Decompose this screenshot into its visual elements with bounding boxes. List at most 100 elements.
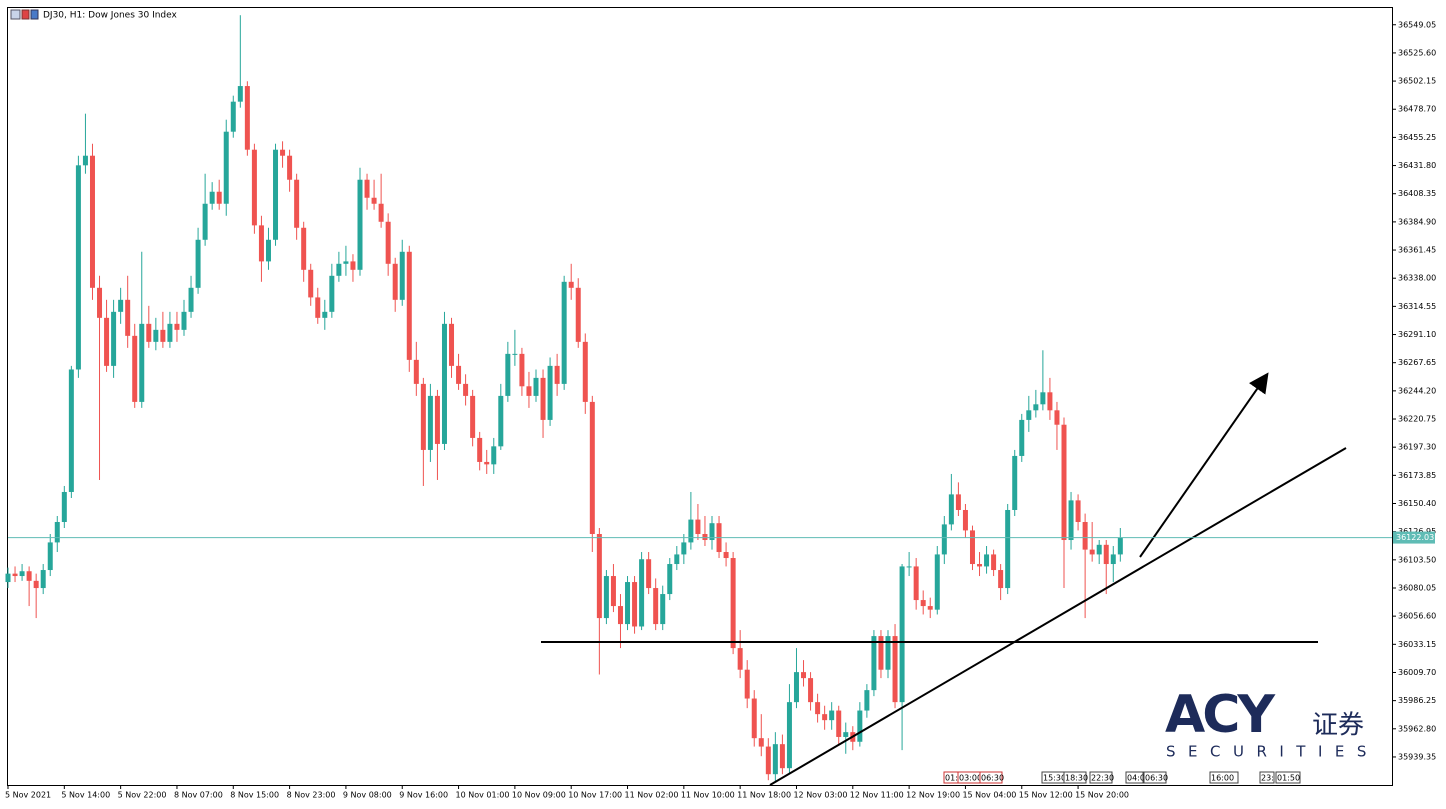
candle-body <box>470 395 476 438</box>
candle-body <box>589 401 595 535</box>
candle-body <box>505 353 511 396</box>
candle-body <box>427 395 433 450</box>
candle-body <box>54 521 60 543</box>
time-marker-box <box>1063 771 1087 784</box>
y-tick-label: 36549.05 <box>1398 20 1436 29</box>
candle-body <box>216 191 222 204</box>
candle-body <box>822 714 828 721</box>
candle-body <box>674 554 680 565</box>
x-tick-label: 12 Nov 03:00 <box>793 791 847 800</box>
candle-body <box>737 648 743 670</box>
candle-body <box>322 311 328 318</box>
y-tick-label: 36525.60 <box>1398 48 1436 57</box>
x-tick-label: 5 Nov 2021 <box>5 791 51 800</box>
candle-body <box>456 365 462 384</box>
candle-body <box>681 542 687 555</box>
candle-body <box>343 261 349 264</box>
candle-body <box>892 636 898 703</box>
candle-body <box>61 491 67 522</box>
x-tick-label: 15 Nov 04:00 <box>962 791 1016 800</box>
candle-body <box>667 564 673 595</box>
candle-body <box>561 281 567 384</box>
candle-body <box>927 606 933 610</box>
candle-body <box>878 636 884 670</box>
candle-body <box>864 690 870 711</box>
candle-body <box>357 179 363 270</box>
candle-body <box>885 636 891 670</box>
time-marker-label: 22:30 <box>1091 774 1114 783</box>
candle-body <box>5 573 11 583</box>
candle-body <box>540 377 546 420</box>
candle-body <box>118 299 124 312</box>
time-marker-box <box>1259 771 1275 784</box>
candle-body <box>26 571 32 581</box>
candle-body <box>632 582 638 627</box>
candle-body <box>1040 392 1046 405</box>
time-marker-box <box>1143 771 1167 784</box>
candle-body <box>202 203 208 240</box>
time-marker-box <box>1089 771 1113 784</box>
x-tick-label: 8 Nov 07:00 <box>174 791 223 800</box>
x-tick-label: 11 Nov 02:00 <box>625 791 679 800</box>
window-icon <box>10 9 39 20</box>
candle-body <box>793 672 799 703</box>
time-marker-box <box>979 771 1003 784</box>
logo-brand: ACY <box>1165 685 1276 745</box>
candle-body <box>420 383 426 450</box>
candle-body <box>1075 500 1081 522</box>
candle-body <box>139 323 145 402</box>
candle-body <box>280 149 286 156</box>
time-marker-label: 03:00 <box>959 774 982 783</box>
time-marker-label: 06:30 <box>981 774 1004 783</box>
candle-body <box>463 383 469 396</box>
y-tick-label: 36056.60 <box>1398 612 1436 621</box>
candle-body <box>688 519 694 543</box>
candle-body <box>962 509 968 531</box>
candle-body <box>399 251 405 300</box>
candle-body <box>392 263 398 300</box>
candle-body <box>237 86 243 102</box>
x-tick-label: 11 Nov 18:00 <box>737 791 791 800</box>
candle-body <box>934 554 940 610</box>
x-tick-label: 12 Nov 11:00 <box>850 791 904 800</box>
candle-body <box>371 197 377 204</box>
candle-body <box>899 566 905 703</box>
candle-body <box>301 227 307 270</box>
x-tick-label: 8 Nov 23:00 <box>287 791 336 800</box>
candle-body <box>441 323 447 444</box>
candle-body <box>843 732 849 737</box>
candle-body <box>702 534 708 541</box>
candle-body <box>287 155 293 180</box>
y-tick-label: 36173.85 <box>1398 471 1436 480</box>
candle-body <box>906 566 912 568</box>
last-price-box <box>1393 531 1435 544</box>
candle-body <box>1089 549 1095 555</box>
candle-body <box>568 281 574 288</box>
y-tick-label: 36338.00 <box>1398 274 1436 283</box>
x-tick-label: 9 Nov 08:00 <box>343 791 392 800</box>
y-tick-label: 36314.55 <box>1398 302 1436 311</box>
x-tick-label: 10 Nov 09:00 <box>512 791 566 800</box>
candle-body <box>1033 404 1039 411</box>
logo: ACY 证券 SECURITIES <box>1165 685 1379 761</box>
x-tick-label: 15 Nov 12:00 <box>1019 791 1073 800</box>
candle-body <box>1005 509 1011 589</box>
candle-body <box>273 149 279 240</box>
y-tick-label: 36009.70 <box>1398 668 1436 677</box>
candle-body <box>47 542 53 571</box>
candle-body <box>265 239 271 262</box>
time-marker-label: 06:30 <box>1145 774 1168 783</box>
time-marker-label: 04:0 <box>1127 774 1145 783</box>
candle-body <box>89 155 95 288</box>
logo-subtitle: SECURITIES <box>1166 743 1379 761</box>
candle-body <box>97 287 103 318</box>
candle-body <box>998 570 1004 589</box>
candle-body <box>1061 424 1067 541</box>
time-marker-box <box>1125 771 1144 784</box>
candle-body <box>857 710 863 742</box>
y-tick-label: 35962.80 <box>1398 724 1436 733</box>
y-tick-label: 36220.75 <box>1398 415 1436 424</box>
y-tick-label: 36291.10 <box>1398 330 1436 339</box>
candle-body <box>181 311 187 330</box>
